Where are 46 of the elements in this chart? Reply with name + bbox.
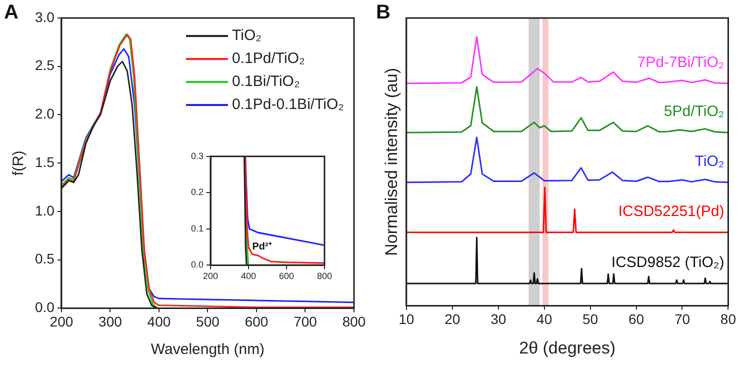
y-tick-label: 0.0 bbox=[190, 260, 204, 270]
y-axis-title: Normalised intensity (au) bbox=[382, 68, 401, 256]
text: B bbox=[376, 2, 390, 24]
x-tick-label: 600 bbox=[244, 313, 268, 330]
y-tick-label: 0.5 bbox=[34, 250, 55, 267]
series-label: 5Pd/TiO₂ bbox=[664, 103, 724, 120]
y-tick-label: 1.0 bbox=[34, 202, 55, 218]
x-tick-label: 80 bbox=[720, 311, 736, 328]
x-tick-label: 30 bbox=[490, 311, 506, 328]
x-tick-label: 800 bbox=[316, 271, 332, 282]
series-label: ICSD52251(Pd) bbox=[618, 203, 724, 220]
x-tick-label: 40 bbox=[536, 311, 552, 328]
x-tick-label: 400 bbox=[147, 313, 171, 330]
y-tick-label: 2.0 bbox=[34, 106, 55, 122]
y-tick-label: 2.5 bbox=[34, 57, 55, 74]
legend-label: 0.1Pd-0.1Bi/TiO₂ bbox=[232, 96, 344, 113]
x-axis-title: Wavelength (nm) bbox=[150, 341, 265, 358]
x-tick-label: 200 bbox=[202, 271, 218, 282]
x-tick-label: 800 bbox=[342, 313, 366, 330]
x-tick-label: 400 bbox=[240, 271, 256, 282]
legend-label: 0.1Bi/TiO₂ bbox=[232, 73, 300, 90]
legend-label: 0.1Pd/TiO₂ bbox=[232, 50, 305, 67]
y-tick-label: 0.0 bbox=[34, 299, 55, 316]
annotation: Pd²⁺ bbox=[252, 241, 272, 252]
x-tick-label: 300 bbox=[98, 313, 122, 330]
y-tick-label: 0.1 bbox=[190, 223, 204, 234]
series-label: 7Pd-7Bi/TiO₂ bbox=[637, 54, 724, 71]
x-tick-label: 200 bbox=[50, 313, 74, 330]
y-tick-label: 0.3 bbox=[190, 150, 204, 161]
series-label: TiO₂ bbox=[694, 152, 724, 170]
x-tick-label: 50 bbox=[582, 311, 598, 328]
series-label: ICSD9852 (TiO₂) bbox=[611, 254, 724, 272]
x-tick-label: 600 bbox=[278, 271, 294, 282]
y-tick-label: 0.2 bbox=[190, 187, 204, 198]
text: A bbox=[4, 2, 18, 24]
y-tick-label: 1.5 bbox=[34, 154, 55, 170]
x-tick-label: 10 bbox=[398, 311, 414, 328]
x-tick-label: 500 bbox=[196, 313, 220, 330]
x-tick-label: 70 bbox=[674, 311, 690, 328]
legend-label: TiO₂ bbox=[232, 27, 262, 44]
x-tick-label: 700 bbox=[294, 313, 318, 330]
x-tick-label: 60 bbox=[628, 311, 644, 328]
x-axis-title: 2θ (degrees) bbox=[519, 338, 616, 358]
x-tick-label: 20 bbox=[444, 311, 460, 328]
y-tick-label: 3.0 bbox=[34, 8, 55, 25]
y-axis-title: f(R) bbox=[10, 150, 28, 176]
